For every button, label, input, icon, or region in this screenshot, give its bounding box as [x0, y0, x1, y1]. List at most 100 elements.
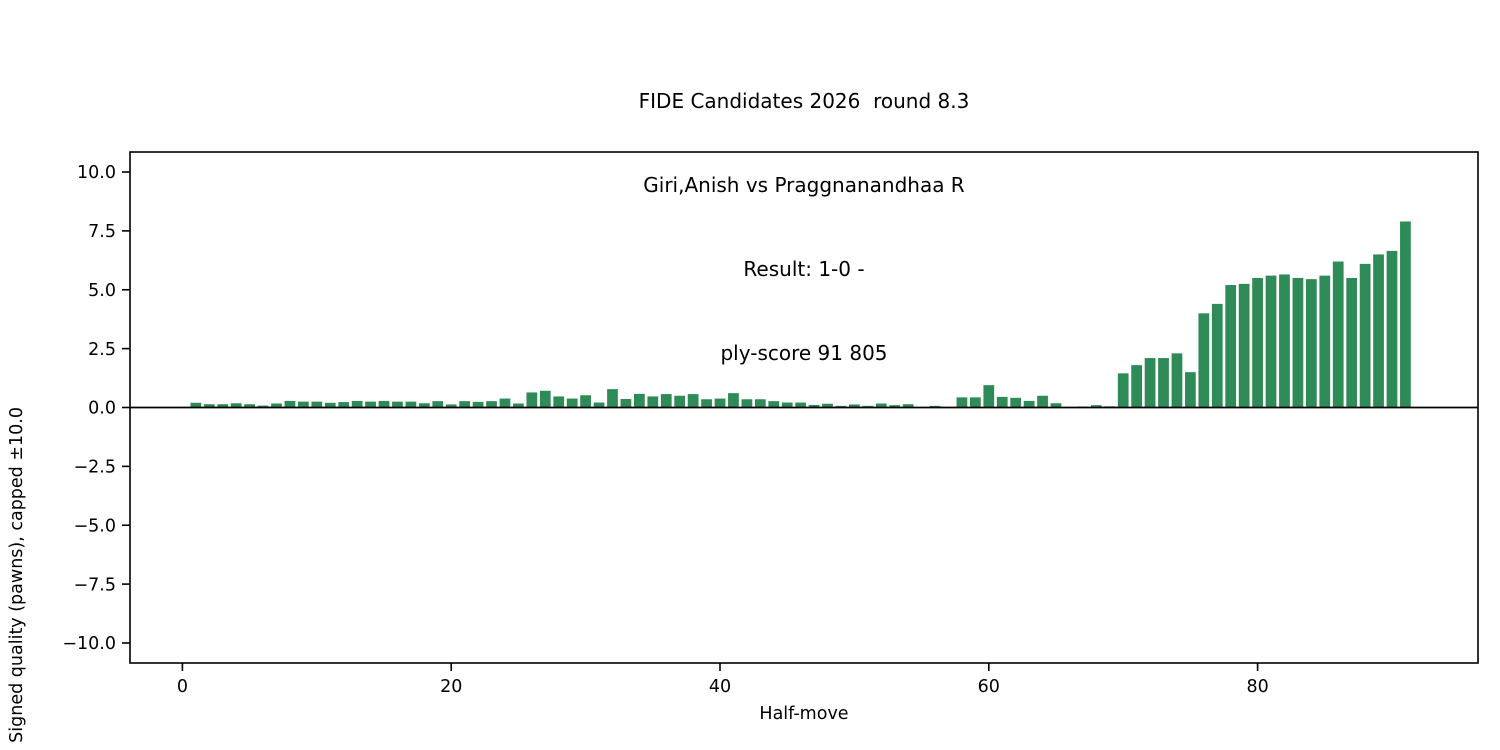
bar — [418, 403, 430, 408]
bar — [983, 385, 995, 408]
bar — [284, 400, 296, 408]
bar — [271, 403, 282, 408]
bar — [607, 389, 618, 408]
bar — [647, 396, 659, 408]
title-line-1: FIDE Candidates 2026 round 8.3 — [638, 89, 970, 113]
x-tick-label: 40 — [709, 677, 731, 697]
bar — [902, 404, 914, 408]
x-tick-label: 20 — [440, 677, 462, 697]
chart-title: FIDE Candidates 2026 round 8.3 Giri,Anis… — [130, 31, 1478, 423]
x-axis: 0 20 40 60 80 — [177, 663, 1269, 697]
bar — [1305, 279, 1317, 408]
bar — [849, 404, 860, 408]
bar — [768, 401, 780, 408]
bar — [365, 401, 376, 408]
bar — [1050, 403, 1062, 408]
bar — [714, 398, 726, 408]
bar — [432, 401, 444, 408]
bar — [754, 399, 766, 408]
bar — [875, 403, 887, 408]
bar — [1037, 395, 1048, 408]
y-tick-label: 0.0 — [88, 399, 116, 419]
bar — [593, 402, 605, 408]
bar — [1265, 275, 1277, 408]
bar — [1117, 373, 1129, 408]
bar — [553, 396, 565, 408]
bar — [620, 399, 632, 408]
title-line-4: ply-score 91 805 — [720, 341, 888, 365]
y-tick-label: −7.5 — [74, 575, 117, 595]
y-tick-label: −10.0 — [62, 634, 116, 654]
bar — [1131, 365, 1143, 408]
y-tick-label: 2.5 — [88, 340, 116, 360]
bar — [741, 399, 753, 408]
bar — [1144, 358, 1156, 408]
bar — [728, 393, 739, 408]
title-line-2: Giri,Anish vs Praggnanandhaa R — [643, 173, 965, 197]
y-axis-label-text: Signed quality (pawns), capped ±10.0 — [7, 407, 27, 743]
bar — [687, 394, 699, 408]
bar — [217, 404, 229, 408]
bar — [1010, 397, 1022, 408]
bar — [539, 390, 551, 408]
bar — [1359, 263, 1371, 408]
bar — [674, 395, 686, 408]
bar — [1292, 277, 1304, 408]
bar — [486, 401, 497, 408]
x-tick-label: 80 — [1246, 677, 1268, 697]
bar — [969, 397, 981, 408]
bar — [190, 402, 202, 408]
bar — [472, 401, 484, 408]
y-tick-label: 7.5 — [88, 222, 116, 242]
bar — [405, 401, 417, 408]
bar — [1225, 285, 1237, 408]
bar — [1319, 275, 1331, 408]
bar — [1386, 250, 1398, 408]
bar — [889, 405, 901, 408]
bar — [203, 404, 215, 408]
y-tick-label: 5.0 — [88, 281, 116, 301]
bar — [822, 403, 833, 408]
bar — [499, 398, 511, 408]
bar — [566, 398, 578, 408]
bar — [378, 400, 390, 408]
bar — [351, 400, 363, 408]
bar — [1185, 372, 1196, 408]
bar — [392, 401, 403, 408]
bar — [311, 401, 323, 408]
x-tick-label: 60 — [978, 677, 1000, 697]
y-axis: 10.0 7.5 5.0 2.5 0.0 −2.5 −5.0 −7.5 −10.0 — [62, 163, 130, 654]
bar — [633, 393, 645, 408]
bar — [1198, 313, 1210, 408]
bar — [808, 404, 820, 408]
bar — [795, 402, 807, 408]
y-tick-label: 10.0 — [77, 163, 116, 183]
bar — [1332, 261, 1344, 408]
bar — [244, 404, 255, 408]
bar — [781, 402, 793, 408]
bar — [513, 403, 524, 408]
bar — [1400, 221, 1411, 408]
bar — [257, 405, 269, 408]
bar — [1171, 353, 1183, 408]
bar — [445, 404, 457, 408]
title-line-3: Result: 1-0 - — [743, 257, 865, 281]
bar — [298, 401, 309, 408]
bar — [1211, 303, 1223, 408]
bar — [1252, 277, 1263, 408]
bar — [324, 402, 336, 408]
bar — [230, 403, 242, 408]
bar — [956, 397, 968, 408]
bar — [1373, 254, 1384, 408]
bar — [526, 392, 538, 408]
bar — [701, 399, 712, 408]
bar — [459, 401, 471, 408]
y-tick-label: −5.0 — [74, 516, 117, 536]
bar — [660, 394, 672, 408]
bar — [996, 396, 1008, 408]
bar — [1023, 400, 1035, 408]
bar — [1158, 358, 1169, 408]
bar — [1238, 283, 1250, 408]
